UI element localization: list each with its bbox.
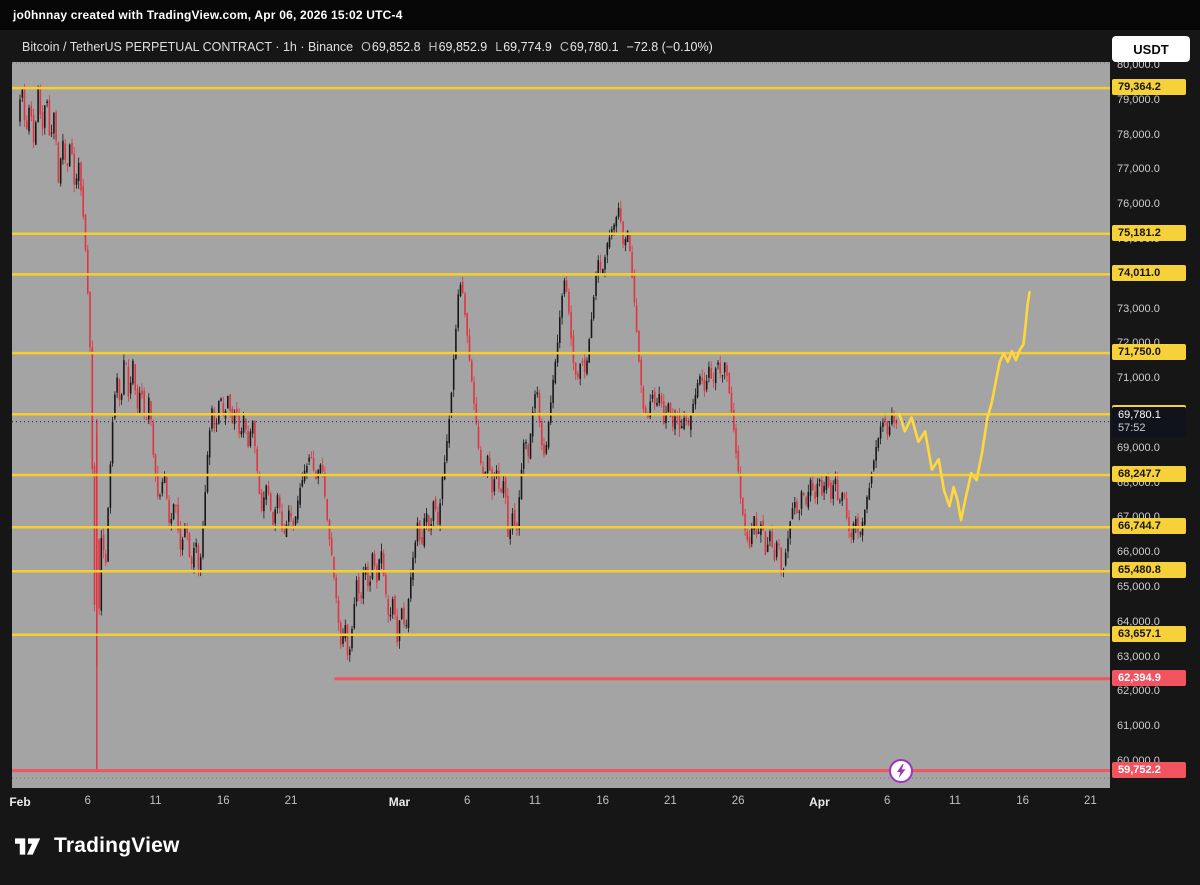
y-axis-tick: 61,000.0 [1117,720,1160,733]
x-axis-day-tick: 6 [883,795,891,807]
y-axis-tick: 71,000.0 [1117,372,1160,385]
last-price-value: 69,780.1 [1118,408,1161,421]
symbol-title[interactable]: Bitcoin / TetherUS PERPETUAL CONTRACT · … [22,40,354,54]
x-axis-day-tick: 16 [1016,795,1030,807]
lightning-marker[interactable] [887,757,915,785]
x-axis-day-tick: 21 [1084,795,1097,807]
x-axis-month-tick: Apr [809,795,830,809]
tradingview-logo[interactable]: TradingView [15,834,180,858]
credit-bar: jo0hnnay created with TradingView.com, A… [0,0,1200,30]
y-axis-tick: 78,000.0 [1117,128,1160,141]
chart-legend: Bitcoin / TetherUS PERPETUAL CONTRACT · … [22,40,713,54]
level-price-label[interactable]: 71,750.0 [1112,344,1186,361]
y-axis-tick: 77,000.0 [1117,163,1160,176]
ohlc-high: H69,852.9 [428,40,488,54]
level-price-label[interactable]: 63,657.1 [1112,625,1186,642]
quote-currency-button[interactable]: USDT [1112,36,1190,62]
y-axis-tick: 76,000.0 [1117,198,1160,211]
level-price-label[interactable]: 62,394.9 [1112,669,1186,686]
brand-wordmark: TradingView [54,834,180,857]
level-price-label[interactable]: 79,364.2 [1112,79,1186,96]
x-axis-day-tick: 21 [663,795,677,807]
ohlc-open: O69,852.8 [361,40,421,54]
y-axis-tick: 64,000.0 [1117,615,1160,628]
x-axis-day-tick: 6 [84,795,91,807]
price-change: −72.8 (−0.10%) [626,40,713,54]
y-axis-tick: 69,000.0 [1117,441,1160,454]
ohlc-close: C69,780.1 [559,40,619,54]
level-price-label[interactable]: 66,744.7 [1112,518,1186,535]
level-price-label[interactable]: 59,752.2 [1112,761,1186,778]
y-axis-tick: 66,000.0 [1117,546,1160,559]
chart-plot-area[interactable] [12,62,1110,788]
x-axis-day-tick: 26 [731,795,745,807]
tradingview-mark-icon [15,837,41,855]
x-axis-day-tick: 16 [216,795,230,807]
credit-text: jo0hnnay created with TradingView.com, A… [13,8,403,22]
x-axis-day-tick: 6 [463,795,471,807]
y-axis-tick: 80,000.0 [1117,59,1160,71]
y-axis-tick: 63,000.0 [1117,650,1160,663]
last-price-label: 69,780.1 57:52 [1112,406,1186,437]
price-axis[interactable]: 80,000.0 79,000.0 78,000.0 77,000.0 76,000.0… [1110,30,1200,790]
level-price-label[interactable]: 74,011.0 [1112,265,1186,282]
x-axis-day-tick: 16 [596,795,610,807]
y-axis-tick: 65,000.0 [1117,581,1160,593]
bar-countdown: 57:52 [1118,421,1146,434]
x-axis-month-tick: Mar [388,795,411,809]
x-axis-day-tick: 21 [284,795,298,807]
level-price-label[interactable]: 65,480.8 [1112,562,1186,579]
x-axis-day-tick: 11 [528,795,541,807]
y-axis-tick: 73,000.0 [1117,302,1160,315]
price-chart-canvas[interactable] [12,62,1110,788]
x-axis-day-tick: 11 [948,795,961,807]
x-axis-day-tick: 11 [149,795,162,807]
time-axis[interactable]: Feb 6 11 16 21 Mar 6 11 16 21 26 Apr 6 11 16 21 [0,788,1110,816]
x-axis-month-tick: Feb [9,795,31,809]
lightning-icon [889,759,913,783]
y-axis-tick: 79,000.0 [1117,93,1160,106]
ohlc-low: L69,774.9 [495,40,552,54]
level-price-label[interactable]: 68,247.7 [1112,465,1186,482]
y-axis-tick: 62,000.0 [1117,685,1160,698]
level-price-label[interactable]: 75,181.2 [1112,224,1186,241]
